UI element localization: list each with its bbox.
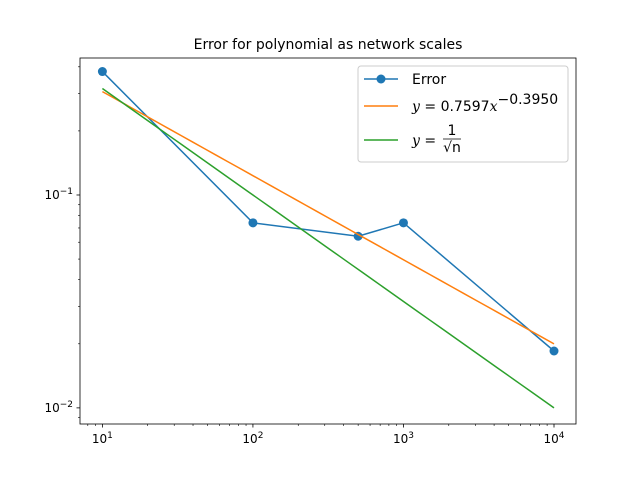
legend-label-fit: y = 0.7597x−0.3950	[411, 92, 558, 115]
legend: Error y = 0.7597x−0.3950 y = 1 √n	[357, 65, 569, 163]
legend-box	[357, 65, 569, 163]
fit-lhs: y	[411, 99, 421, 115]
x-tick-label: 104	[543, 431, 564, 446]
fit-coefficient: 0.7597	[441, 99, 490, 115]
series-line-2	[101, 87, 555, 409]
legend-marker-error	[376, 74, 386, 84]
legend-label-sqrt: y =	[411, 133, 436, 149]
series-layer	[97, 67, 559, 409]
legend-entry-fit: y = 0.7597x−0.3950	[364, 92, 558, 115]
fit-exponent: −0.3950	[497, 92, 558, 108]
data-point	[398, 218, 408, 228]
data-point	[549, 346, 559, 356]
data-point	[248, 218, 258, 228]
y-tick-label: 10−2	[44, 400, 73, 415]
sqrt-equals: =	[420, 133, 436, 149]
sqrt-lhs: y	[411, 133, 421, 149]
legend-label-error: Error	[412, 72, 446, 88]
fit-equals: =	[420, 99, 441, 115]
legend-entry-error: Error	[364, 72, 446, 88]
fit-variable: x	[490, 99, 498, 115]
x-axis: 101 102 103 104	[87, 424, 565, 446]
y-tick-label: 10−1	[44, 187, 73, 202]
x-tick-label: 101	[92, 431, 113, 446]
chart-title: Error for polynomial as network scales	[194, 37, 463, 53]
x-tick-label: 103	[393, 431, 414, 446]
legend-entry-sqrt: y = 1 √n	[364, 123, 461, 156]
sqrt-numerator: 1	[448, 123, 457, 139]
x-tick-label: 102	[242, 431, 263, 446]
y-axis: 10−1 10−2	[44, 66, 80, 418]
data-point	[97, 67, 107, 77]
sqrt-denominator: √n	[443, 140, 461, 156]
plot-area-frame	[79, 57, 577, 425]
series-line-1	[102, 90, 555, 345]
